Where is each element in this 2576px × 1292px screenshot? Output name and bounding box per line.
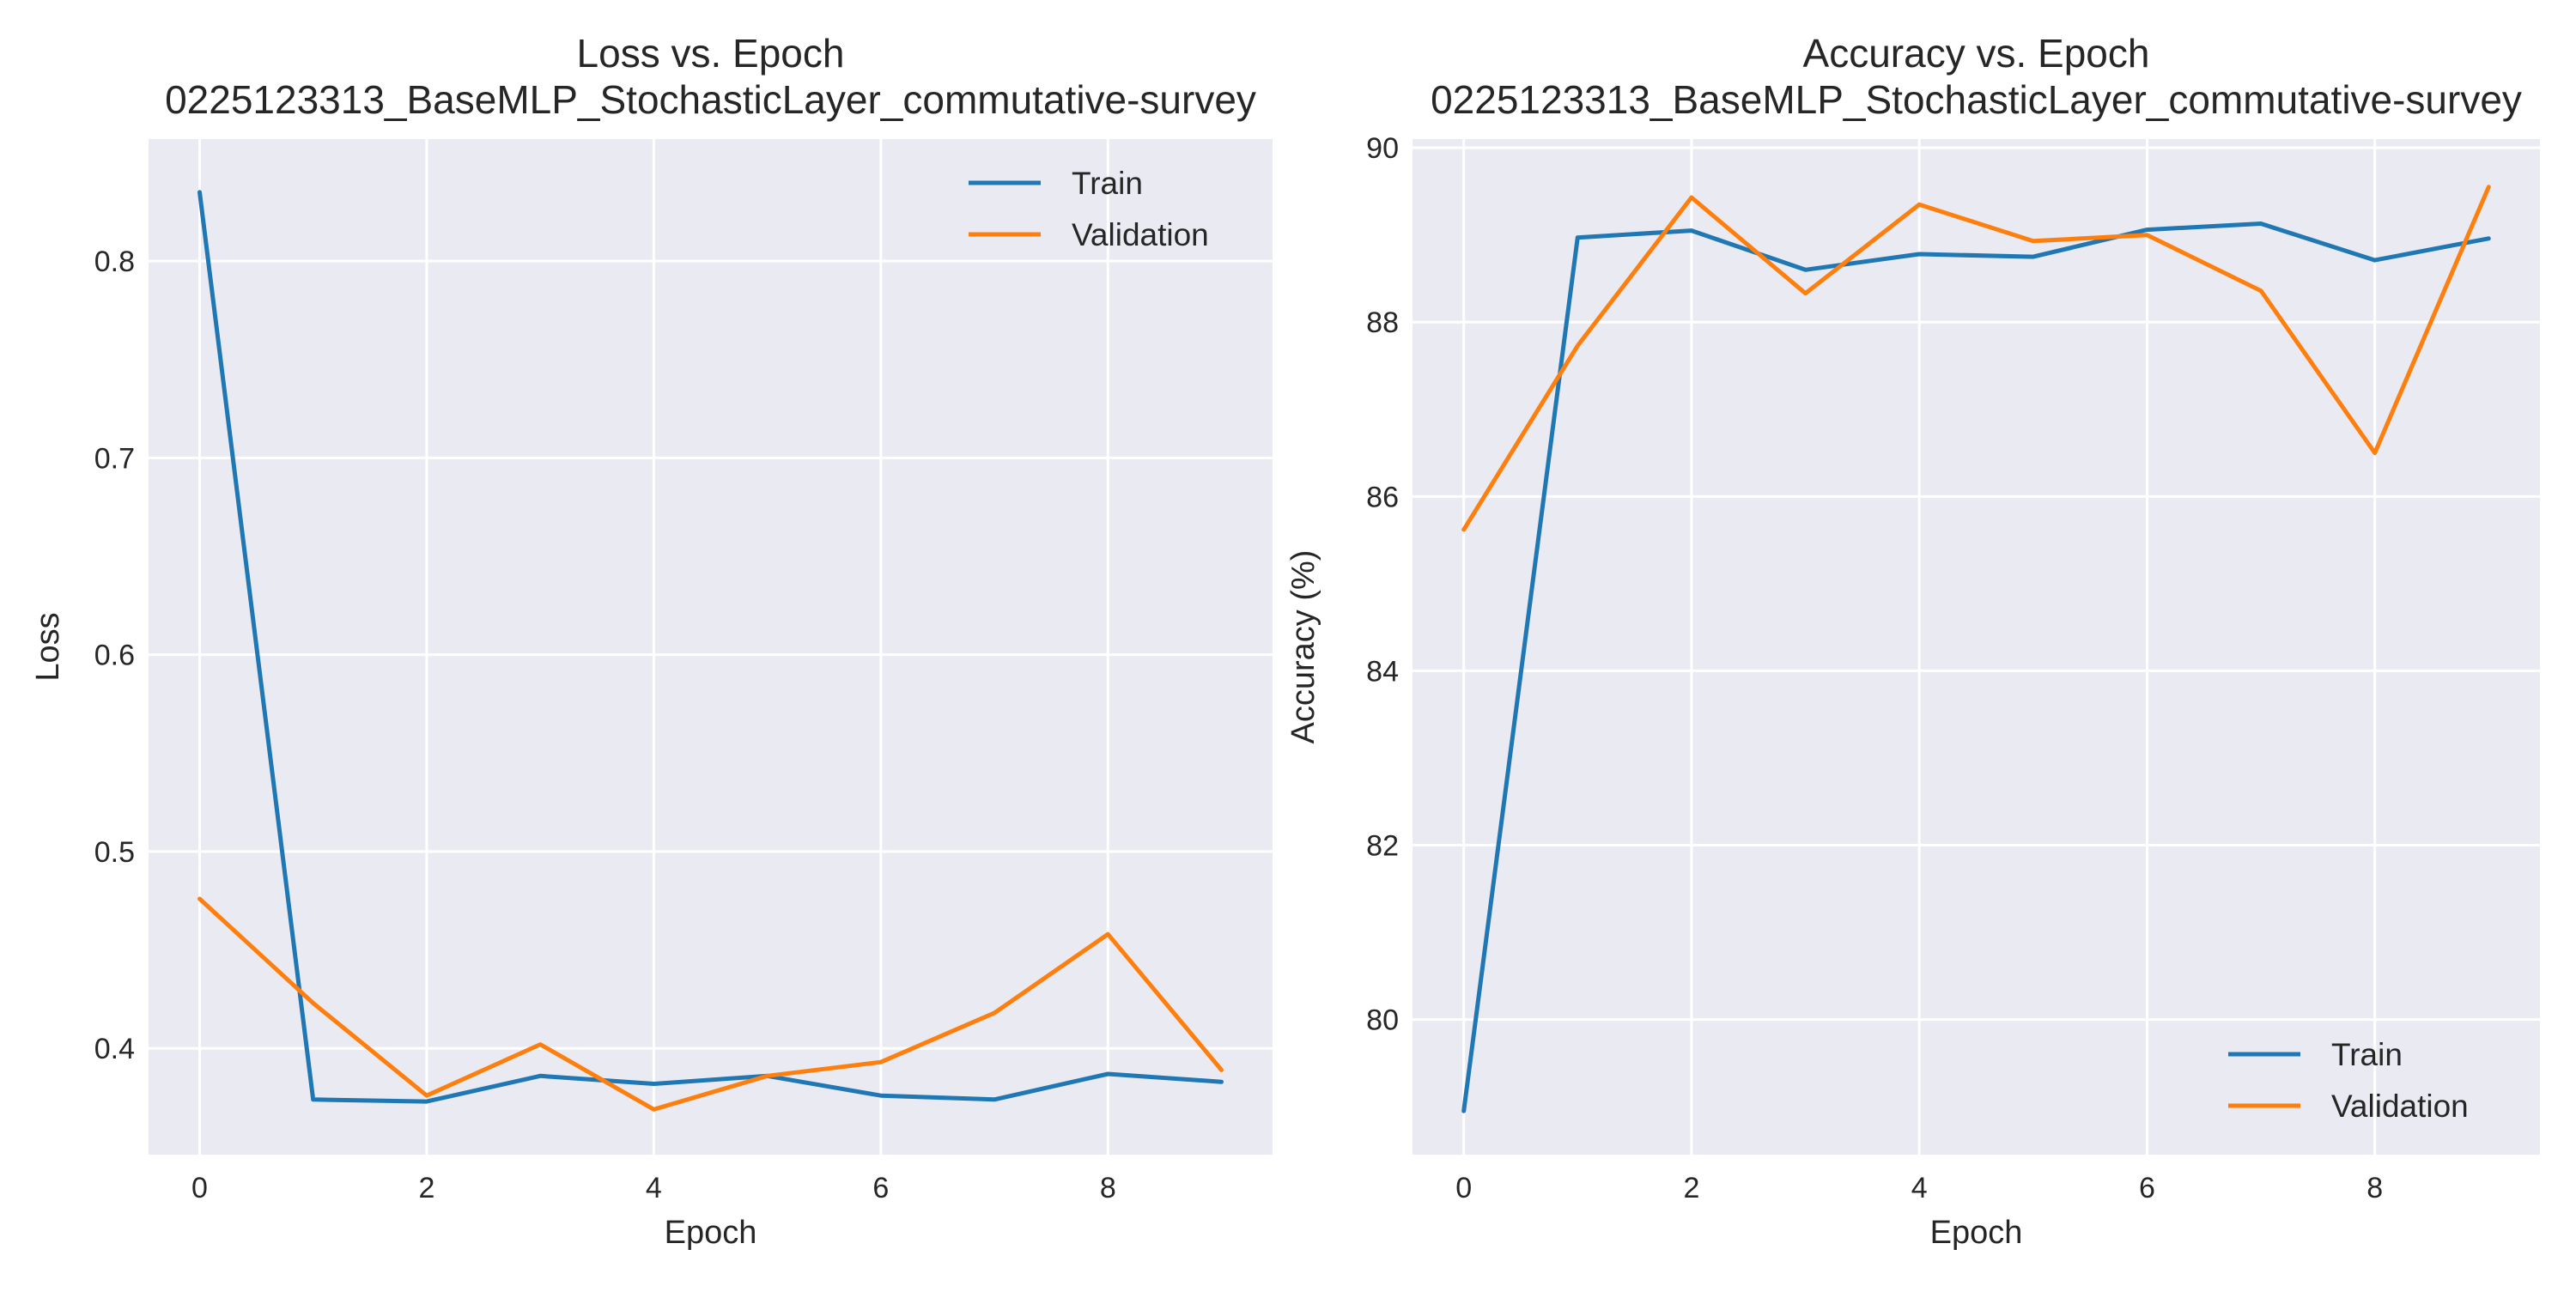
y-tick-label: 86	[1366, 481, 1399, 513]
legend: Train Validation	[2228, 1037, 2469, 1124]
x-tick-label: 2	[418, 1172, 434, 1204]
x-tick-label: 6	[872, 1172, 889, 1204]
legend-label-validation: Validation	[2331, 1089, 2469, 1124]
series-line-validation	[1461, 185, 2491, 532]
chart-title: Accuracy vs. Epoch	[1803, 31, 2150, 76]
y-tick-label: 0.8	[94, 246, 135, 278]
series-line-train	[197, 190, 1224, 1104]
y-tick-label: 0.5	[94, 836, 135, 869]
series-line-train	[1461, 221, 2491, 1113]
y-tick-label: 82	[1366, 830, 1399, 863]
x-tick-label: 6	[2139, 1172, 2155, 1204]
chart-panel-0: 0 2 4 6 8 0.4 0.5 0.6 0.7 0.8 Loss vs. Epoch022512…	[30, 31, 1273, 1251]
y-tick-label: 0.7	[94, 442, 135, 475]
x-tick-label: 0	[191, 1172, 208, 1204]
y-tick-label: 88	[1366, 306, 1399, 339]
plot-area	[149, 139, 1273, 1155]
chart-panel-1: 0 2 4 6 8 80 82 84 86 88 90 Accuracy vs. Epoch02251…	[1285, 31, 2540, 1251]
y-tick-label: 84	[1366, 655, 1399, 688]
y-tick-label: 90	[1366, 132, 1399, 165]
series-line-validation	[197, 896, 1224, 1112]
plot-area	[1413, 139, 2540, 1155]
x-tick-label: 0	[1455, 1172, 1472, 1204]
legend-label-train: Train	[2331, 1037, 2403, 1072]
x-tick-label: 4	[646, 1172, 662, 1204]
legend: Train Validation	[969, 166, 1209, 252]
chart-title: Loss vs. Epoch	[577, 31, 845, 76]
legend-label-train: Train	[1072, 166, 1143, 201]
y-axis-label: Accuracy (%)	[1285, 550, 1321, 744]
legend-label-validation: Validation	[1072, 217, 1209, 252]
chart-subtitle: 0225123313_BaseMLP_StochasticLayer_commu…	[1431, 77, 2522, 122]
x-axis-label: Epoch	[1930, 1215, 2023, 1251]
y-tick-label: 0.6	[94, 640, 135, 672]
chart-subtitle: 0225123313_BaseMLP_StochasticLayer_commu…	[165, 77, 1256, 122]
x-tick-label: 4	[1911, 1172, 1928, 1204]
x-tick-label: 2	[1683, 1172, 1699, 1204]
x-tick-label: 8	[2366, 1172, 2383, 1204]
x-axis-label: Epoch	[665, 1215, 757, 1251]
y-tick-label: 80	[1366, 1004, 1399, 1037]
y-axis-label: Loss	[30, 612, 66, 681]
x-tick-label: 8	[1100, 1172, 1116, 1204]
y-tick-label: 0.4	[94, 1033, 135, 1065]
